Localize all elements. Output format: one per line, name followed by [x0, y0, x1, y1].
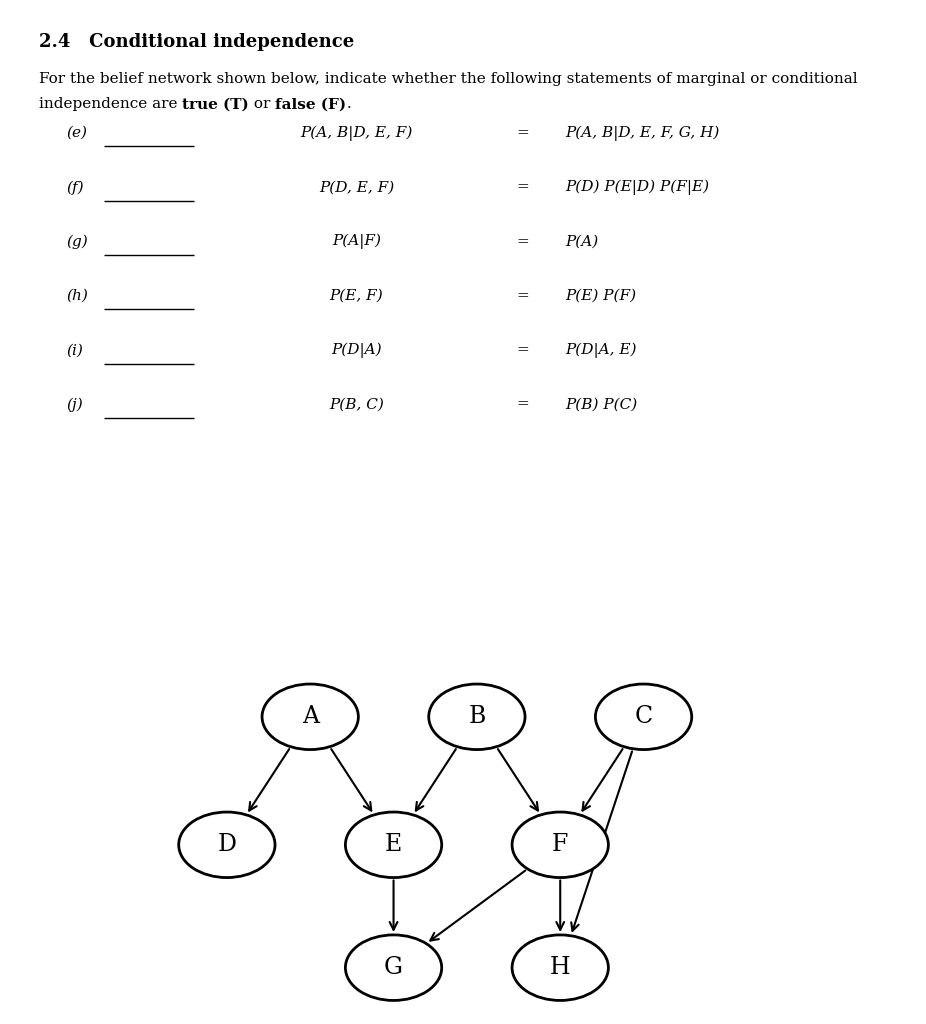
Text: P(B, C): P(B, C)	[329, 397, 384, 412]
Text: B: B	[469, 706, 485, 728]
Text: (h): (h)	[67, 289, 89, 303]
Text: P(A, B|D, E, F): P(A, B|D, E, F)	[300, 125, 413, 141]
Text: 2.4   Conditional independence: 2.4 Conditional independence	[39, 33, 354, 51]
Text: =: =	[517, 180, 530, 195]
Ellipse shape	[512, 935, 608, 1000]
Ellipse shape	[179, 812, 275, 878]
Ellipse shape	[595, 684, 692, 750]
Text: F: F	[552, 834, 569, 856]
Ellipse shape	[429, 684, 525, 750]
Text: G: G	[384, 956, 403, 979]
Text: or: or	[249, 97, 275, 112]
Text: =: =	[517, 343, 530, 357]
Text: (f): (f)	[67, 180, 84, 195]
Text: C: C	[634, 706, 653, 728]
Text: =: =	[517, 397, 530, 412]
Text: P(E) P(F): P(E) P(F)	[565, 289, 636, 303]
Text: A: A	[302, 706, 319, 728]
Ellipse shape	[262, 684, 358, 750]
Text: P(E, F): P(E, F)	[330, 289, 383, 303]
Text: (e): (e)	[67, 126, 88, 140]
Text: P(A): P(A)	[565, 234, 598, 249]
Text: independence are: independence are	[39, 97, 182, 112]
Text: P(B) P(C): P(B) P(C)	[565, 397, 637, 412]
Text: P(D, E, F): P(D, E, F)	[319, 180, 394, 195]
Ellipse shape	[512, 812, 608, 878]
Ellipse shape	[345, 935, 442, 1000]
Text: =: =	[517, 234, 530, 249]
Text: true (T): true (T)	[182, 97, 249, 112]
Ellipse shape	[345, 812, 442, 878]
Text: E: E	[385, 834, 402, 856]
Text: (i): (i)	[67, 343, 83, 357]
Text: (g): (g)	[67, 234, 88, 249]
Text: P(D) P(E|D) P(F|E): P(D) P(E|D) P(F|E)	[565, 179, 709, 196]
Text: =: =	[517, 126, 530, 140]
Text: =: =	[517, 289, 530, 303]
Text: P(D|A): P(D|A)	[332, 342, 382, 358]
Text: D: D	[218, 834, 236, 856]
Text: false (F): false (F)	[275, 97, 346, 112]
Text: (j): (j)	[67, 397, 83, 412]
Text: .: .	[346, 97, 351, 112]
Text: P(A, B|D, E, F, G, H): P(A, B|D, E, F, G, H)	[565, 125, 720, 141]
Text: For the belief network shown below, indicate whether the following statements of: For the belief network shown below, indi…	[39, 72, 857, 86]
Text: P(A|F): P(A|F)	[332, 233, 381, 250]
Text: H: H	[550, 956, 570, 979]
Text: P(D|A, E): P(D|A, E)	[565, 342, 636, 358]
